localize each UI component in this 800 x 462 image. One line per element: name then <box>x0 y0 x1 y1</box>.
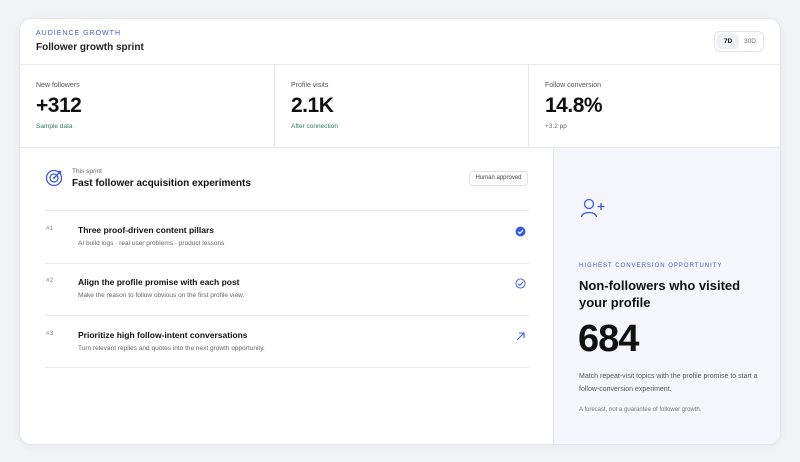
arrow-icon <box>516 332 525 341</box>
opportunity-title: Non-followers who visited your profile <box>579 278 741 310</box>
item-title: Align the profile promise with each post <box>78 277 240 287</box>
item-description: AI build logs · real user problems · pro… <box>78 240 225 247</box>
divider <box>528 65 529 147</box>
divider <box>274 65 275 147</box>
opportunity-footnote: A forecast, not a guarantee of follower … <box>579 407 702 413</box>
opportunity-value: 684 <box>578 318 639 360</box>
divider <box>45 367 529 368</box>
stat-value: 14.8% <box>545 94 603 117</box>
badge: Human approved <box>469 171 528 186</box>
divider <box>20 64 780 65</box>
stat-value: +312 <box>36 94 82 117</box>
item-number: #2 <box>46 277 54 284</box>
item-description: Make the reason to follow obvious on the… <box>78 292 245 299</box>
item-number: #3 <box>46 330 54 337</box>
toggle-option[interactable]: 30D <box>744 38 756 45</box>
target-icon <box>45 169 63 187</box>
opportunity-panel: HIGHEST CONVERSION OPPORTUNITY Non-follo… <box>553 148 780 444</box>
item-title: Prioritize high follow-intent conversati… <box>78 330 248 340</box>
divider <box>20 147 780 148</box>
opportunity-description: Match repeat-visit topics with the profi… <box>579 373 758 393</box>
stat-note: +3.2 pp <box>545 123 567 130</box>
check-icon <box>515 226 526 237</box>
stat-label: New followers <box>36 82 80 89</box>
stat-note: After connection <box>291 123 338 130</box>
card: AUDIENCE GROWTH Follower growth sprint 7… <box>19 18 781 445</box>
stat-label: Follow conversion <box>545 82 602 89</box>
sprint-eyebrow: This sprint <box>72 168 102 175</box>
stat-value: 2.1K <box>291 94 334 117</box>
user-plus-icon <box>580 198 605 218</box>
divider <box>45 263 529 264</box>
opportunity-eyebrow: HIGHEST CONVERSION OPPORTUNITY <box>579 263 723 269</box>
title: Follower growth sprint <box>36 42 144 53</box>
toggle-option[interactable]: 7D <box>717 34 739 49</box>
eyebrow: AUDIENCE GROWTH <box>36 30 121 37</box>
toggle: 7D 30D <box>714 31 764 52</box>
item-number: #1 <box>46 225 54 232</box>
check-outline-icon <box>515 278 526 289</box>
stat-label: Profile visits <box>291 82 329 89</box>
sprint-title: Fast follower acquisition experiments <box>72 178 251 189</box>
divider <box>45 315 529 316</box>
item-description: Turn relevant replies and quotes into th… <box>78 345 265 352</box>
divider <box>45 210 529 211</box>
item-title: Three proof-driven content pillars <box>78 225 215 235</box>
stat-note: Sample data <box>36 123 73 130</box>
